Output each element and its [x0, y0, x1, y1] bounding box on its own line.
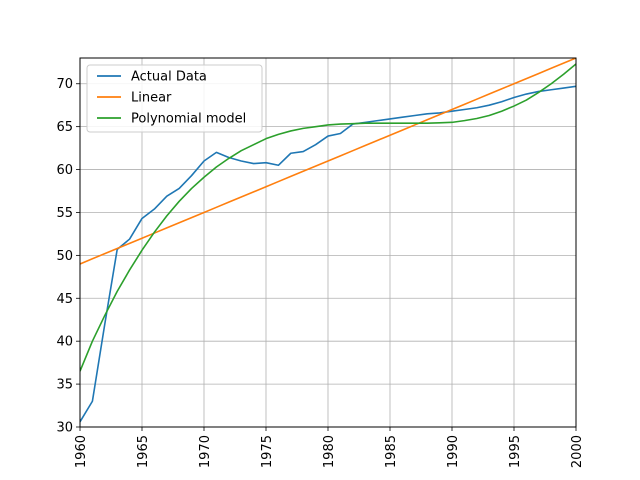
series-lines — [80, 58, 576, 423]
y-tick-label: 70 — [56, 77, 73, 92]
series-line-actual-data — [80, 85, 576, 423]
y-tick-label: 30 — [56, 421, 73, 436]
x-tick-label: 2000 — [570, 435, 585, 468]
x-tick-label: 1985 — [384, 435, 399, 468]
x-tick-label: 1980 — [322, 435, 337, 468]
y-tick-label: 65 — [56, 120, 73, 135]
x-tick-label: 1965 — [136, 435, 151, 468]
x-tick-label: 1970 — [198, 435, 213, 468]
series-line-polynomial-model — [80, 63, 576, 372]
legend-label: Polynomial model — [131, 112, 246, 127]
legend-label: Linear — [131, 91, 172, 106]
y-tick-label: 60 — [56, 163, 73, 178]
x-tick-label: 1990 — [446, 435, 461, 468]
y-tick-label: 55 — [56, 206, 73, 221]
legend-box — [86, 64, 263, 133]
y-tick-label: 45 — [56, 292, 73, 307]
y-tick-label: 50 — [56, 249, 73, 264]
axis-ticks: 1960 1965 1970 1975 1980 1985 1990 1995 2000 30 35… — [56, 77, 585, 468]
y-tick-label: 35 — [56, 378, 73, 393]
legend-label: Actual Data — [131, 70, 207, 85]
x-tick-label: 1975 — [260, 435, 275, 468]
y-tick-label: 40 — [56, 335, 73, 350]
x-tick-label: 1960 — [74, 435, 89, 468]
series-line-linear — [80, 58, 576, 265]
legend: Actual Data Linear Polynomial model — [86, 64, 263, 133]
x-tick-label: 1995 — [508, 435, 523, 468]
